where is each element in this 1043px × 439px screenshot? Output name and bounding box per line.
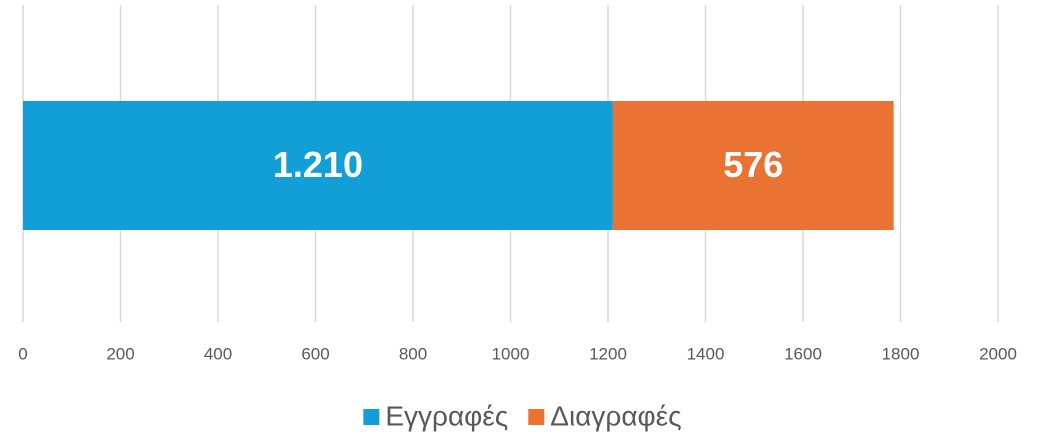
bar-segment (612, 101, 894, 230)
legend-swatch (528, 409, 545, 425)
x-tick-label: 1400 (687, 344, 725, 363)
x-tick-label: 0 (18, 344, 27, 363)
x-tick-label: 600 (301, 344, 329, 363)
x-tick-label: 1000 (492, 344, 530, 363)
x-tick-label: 400 (204, 344, 232, 363)
x-tick-label: 2000 (979, 344, 1017, 363)
x-tick-label: 800 (399, 344, 427, 363)
bar-segment (23, 101, 613, 230)
legend-label: Εγγραφές (385, 400, 508, 431)
data-label: 1.210 (273, 144, 363, 185)
legend-label: Διαγραφές (550, 400, 681, 431)
x-tick-label: 1200 (589, 344, 627, 363)
x-tick-label: 1800 (882, 344, 920, 363)
x-tick-label: 1600 (784, 344, 822, 363)
data-label: 576 (723, 144, 783, 185)
x-tick-label: 200 (106, 344, 134, 363)
legend-swatch (363, 409, 380, 425)
